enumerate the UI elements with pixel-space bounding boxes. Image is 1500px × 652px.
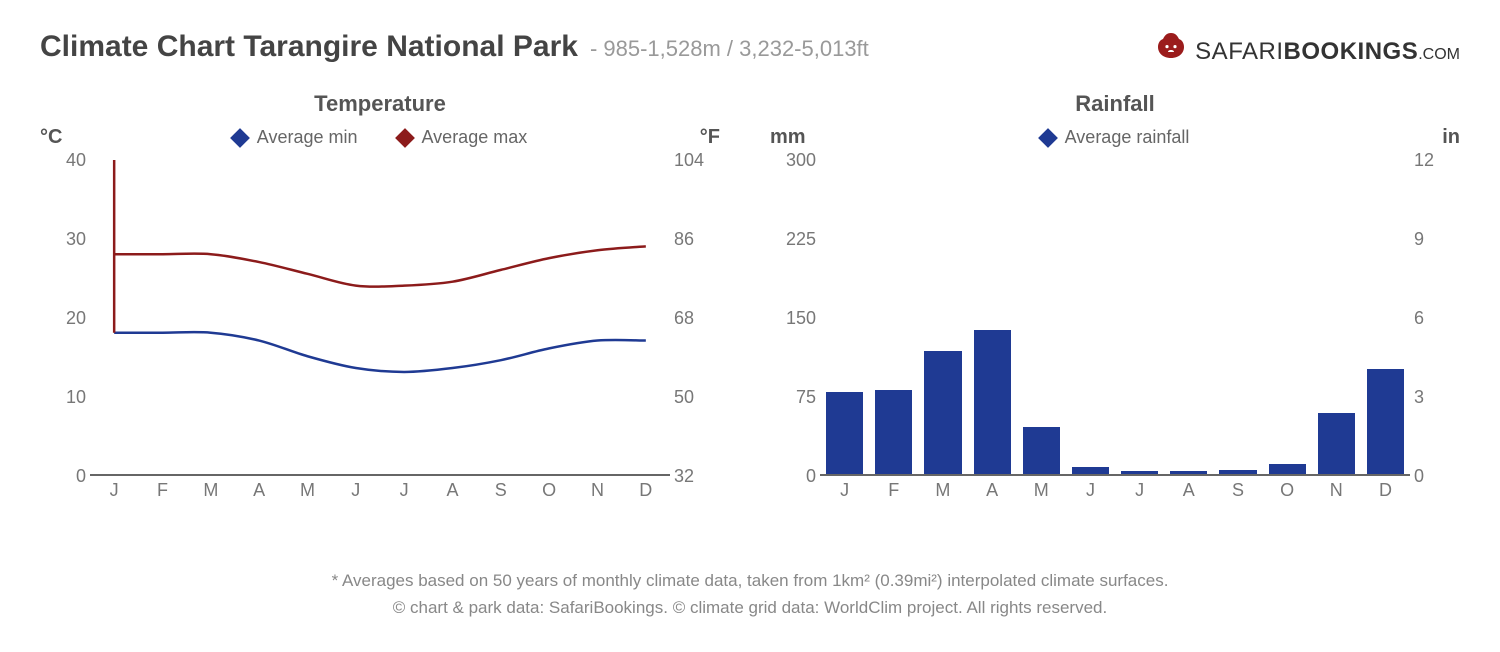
line-plot-svg [90,160,670,474]
logo-text-safari: SAFARI [1195,38,1283,65]
tick-label: O [1263,480,1312,506]
page-subtitle: - 985-1,528m / 3,232-5,013ft [590,36,869,62]
bar-slot [918,160,967,474]
tick-label: S [1213,480,1262,506]
temperature-chart: Temperature Average min Average max °C °… [40,91,720,551]
tick-label: A [968,480,1017,506]
rainfall-chart: Rainfall Average rainfall mm in 30022515… [770,91,1460,551]
legend-max-label: Average max [422,127,528,148]
tick-label: O [525,480,573,506]
avg-min-line [114,332,646,372]
y-ticks-right: 129630 [1414,160,1460,476]
x-ticks: JFMAMJJASOND [820,480,1410,506]
tick-label: N [1312,480,1361,506]
bars-container [820,160,1410,474]
plot-area [90,160,670,476]
tick-label: J [1115,480,1164,506]
chart-title: Rainfall [770,91,1460,117]
bar-slot [1263,160,1312,474]
footer: * Averages based on 50 years of monthly … [40,567,1460,621]
tick-label: F [138,480,186,506]
charts-row: Temperature Average min Average max °C °… [40,91,1460,551]
rainfall-bar [924,351,961,475]
logo-text-bookings: BOOKINGS [1284,38,1419,65]
plot-area [820,160,1410,476]
legend-rainfall: Average rainfall [1041,127,1190,148]
y-axis-right-label: °F [700,126,720,149]
logo-text-com: .COM [1418,46,1460,63]
header: Climate Chart Tarangire National Park - … [40,30,1460,73]
tick-label: J [820,480,869,506]
rainfall-bar [1367,369,1404,474]
rainfall-bar [826,392,863,474]
tick-label: S [477,480,525,506]
rainfall-plot: mm in 300225150750 129630 JFMAMJJASOND [770,156,1460,506]
bar-slot [1361,160,1410,474]
tick-label: M [1017,480,1066,506]
diamond-icon [230,128,250,148]
brand-logo: SAFARIBOOKINGS.COM [1153,30,1460,73]
footer-line-2: © chart & park data: SafariBookings. © c… [40,594,1460,621]
bar-slot [1213,160,1262,474]
chart-title: Temperature [40,91,720,117]
legend-rainfall-label: Average rainfall [1065,127,1190,148]
y-axis-left-label: °C [40,126,62,149]
footer-line-1: * Averages based on 50 years of monthly … [40,567,1460,594]
temperature-legend: Average min Average max [40,127,720,148]
tick-label: D [622,480,670,506]
rainfall-bar [974,330,1011,474]
legend-max: Average max [398,127,528,148]
title-block: Climate Chart Tarangire National Park - … [40,30,869,64]
y-axis-left-label: mm [770,126,806,149]
bar-slot [1164,160,1213,474]
tick-label: J [332,480,380,506]
tick-label: J [380,480,428,506]
rainfall-bar [1072,467,1109,474]
tick-label: F [869,480,918,506]
tick-label: M [283,480,331,506]
tick-label: M [187,480,235,506]
temperature-plot: °C °F 403020100 10486685032 JFMAMJJASOND [40,156,720,506]
tick-label: A [428,480,476,506]
legend-min: Average min [233,127,358,148]
tick-label: J [90,480,138,506]
rainfall-bar [1023,427,1060,474]
legend-min-label: Average min [257,127,358,148]
tick-label: A [1164,480,1213,506]
rainfall-legend: Average rainfall [770,127,1460,148]
bar-slot [1115,160,1164,474]
bar-slot [869,160,918,474]
y-ticks-left: 403020100 [40,160,86,476]
avg-max-line [114,246,646,286]
y-axis-right-label: in [1442,126,1460,149]
bar-slot [1312,160,1361,474]
tick-label: M [918,480,967,506]
rainfall-bar [1219,470,1256,474]
tick-label: N [573,480,621,506]
rainfall-bar [1318,413,1355,474]
bar-slot [1017,160,1066,474]
tick-label: D [1361,480,1410,506]
x-ticks: JFMAMJJASOND [90,480,670,506]
diamond-icon [395,128,415,148]
rainfall-bar [1269,464,1306,474]
diamond-icon [1038,128,1058,148]
rainfall-bar [1121,471,1158,474]
bar-slot [820,160,869,474]
lion-icon [1153,30,1189,73]
rainfall-bar [875,390,912,474]
page-title: Climate Chart Tarangire National Park [40,30,578,64]
tick-label: J [1066,480,1115,506]
bar-slot [1066,160,1115,474]
bar-slot [968,160,1017,474]
rainfall-bar [1170,471,1207,474]
y-ticks-right: 10486685032 [674,160,720,476]
y-ticks-left: 300225150750 [770,160,816,476]
tick-label: A [235,480,283,506]
